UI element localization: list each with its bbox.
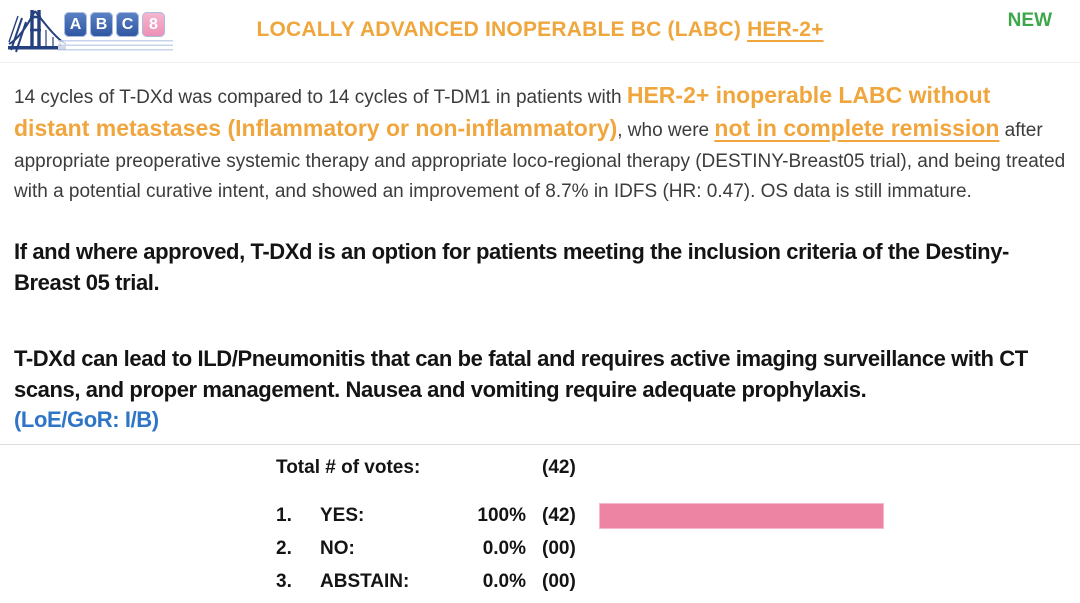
vote-label: ABSTAIN: <box>320 570 410 592</box>
vote-count: (00) <box>542 570 576 592</box>
vote-bar-container <box>584 503 1080 528</box>
vote-bar <box>600 503 883 528</box>
vote-row-no: 2. NO: 0.0% (00) <box>276 532 1080 565</box>
total-votes-row: Total # of votes: (42) <box>276 453 1080 483</box>
logo-letter-b: B <box>90 12 113 37</box>
vote-percent: 0.0% <box>482 537 526 559</box>
total-votes-label: Total # of votes: <box>276 457 421 478</box>
page-title-main: LOCALLY ADVANCED INOPERABLE BC (LABC) <box>256 18 748 41</box>
page-title-her2: HER-2+ <box>747 18 824 41</box>
logo-letters: A B C 8 <box>64 12 165 37</box>
vote-rank: 2. <box>276 537 292 559</box>
vote-percent: 0.0% <box>482 570 526 592</box>
vote-rank: 3. <box>276 570 292 592</box>
logo-streaks <box>58 40 173 52</box>
logo-letter-c: C <box>116 12 139 37</box>
loe-gor-label: (LoE/GoR: I/B) <box>14 407 159 432</box>
new-badge: NEW <box>1007 10 1052 31</box>
intro-highlight-labc: HER-2+ inoperable LABC without distant m… <box>14 82 991 141</box>
abc8-logo: A B C 8 <box>8 4 178 60</box>
vote-percent: 100% <box>477 504 526 526</box>
total-votes-value: (42) <box>542 457 576 478</box>
logo-letter-8: 8 <box>142 12 165 37</box>
intro-highlight-remission: not in complete remission <box>714 114 1000 141</box>
intro-part3: after appropriate preoperative systemic … <box>14 119 1066 203</box>
voting-panel: Total # of votes: (42) 1. YES: 100% (42)… <box>276 453 1080 598</box>
vote-count: (00) <box>542 537 576 559</box>
vote-rank: 1. <box>276 504 292 526</box>
intro-part1: 14 cycles of T-DXd was compared to 14 cy… <box>14 87 627 108</box>
vote-row-abstain: 3. ABSTAIN: 0.0% (00) <box>276 565 1080 598</box>
intro-part2: , who were <box>617 119 715 141</box>
vote-label: YES: <box>320 504 365 526</box>
content-divider <box>0 444 1080 445</box>
header: A B C 8 LOCALLY ADVANCED INOPERABLE BC (… <box>0 0 1080 63</box>
page-title: LOCALLY ADVANCED INOPERABLE BC (LABC) HE… <box>0 18 1080 42</box>
content: 14 cycles of T-DXd was compared to 14 cy… <box>0 81 1080 433</box>
statement-approval: If and where approved, T-DXd is an optio… <box>14 239 1009 296</box>
vote-label: NO: <box>320 537 355 559</box>
intro-paragraph: 14 cycles of T-DXd was compared to 14 cy… <box>14 81 1066 208</box>
statement-safety: T-DXd can lead to ILD/Pneumonitis that c… <box>14 345 1028 402</box>
logo-letter-a: A <box>64 12 87 37</box>
vote-row-yes: 1. YES: 100% (42) <box>276 499 1080 532</box>
vote-count: (42) <box>542 504 576 526</box>
